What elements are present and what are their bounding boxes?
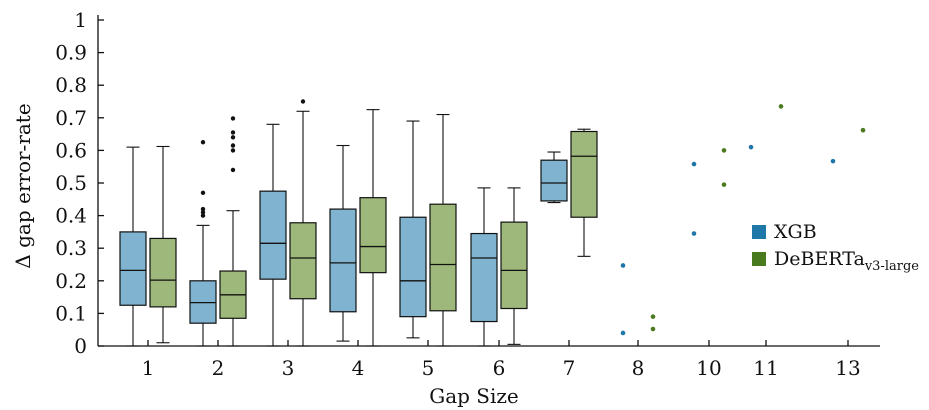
y-tick-label: 0.7: [55, 106, 87, 130]
outlier-point: [200, 213, 206, 218]
x-tick-label: 4: [352, 356, 365, 380]
box-11: [778, 104, 784, 109]
box-3: [259, 123, 287, 347]
box-10: [691, 161, 697, 236]
box-11: [748, 144, 754, 150]
box-2: [219, 116, 247, 347]
box-7: [540, 151, 568, 204]
y-tick-label: 0.2: [55, 269, 87, 293]
outlier-point: [200, 206, 206, 212]
box-13: [860, 127, 866, 133]
outlier-point: [230, 116, 236, 121]
x-axis-title: Gap Size: [429, 384, 519, 408]
y-tick-label: 0.4: [55, 204, 87, 228]
legend-item: XGB: [752, 221, 817, 243]
x-tick-label: 3: [282, 356, 295, 380]
box-4: [329, 144, 357, 342]
x-tick-label: 1: [142, 356, 155, 380]
series-deberta: [149, 99, 866, 347]
data-point: [650, 314, 656, 319]
x-tick-label: 10: [696, 356, 721, 380]
iqr-box: [540, 159, 568, 202]
data-point: [778, 104, 784, 109]
y-tick-label: 0.5: [55, 171, 87, 195]
x-tick-label: 13: [835, 356, 860, 380]
outlier-point: [230, 167, 236, 173]
y-tick-label: 0.6: [55, 138, 87, 162]
iqr-box: [259, 190, 287, 280]
box-10: [721, 148, 727, 187]
legend-swatch: [752, 225, 766, 239]
series-xgb: [119, 120, 836, 347]
x-tick-label: 2: [212, 356, 225, 380]
outlier-point: [200, 140, 206, 145]
iqr-box: [329, 208, 357, 313]
y-tick-label: 0.3: [55, 236, 87, 260]
iqr-box: [359, 197, 387, 274]
y-tick-label: 0: [74, 334, 87, 358]
iqr-box: [500, 221, 528, 310]
y-axis-title: Δ gap error-rate: [11, 103, 35, 268]
data-point: [721, 148, 727, 153]
x-tick-label: 6: [493, 356, 506, 380]
x-tick-label: 8: [632, 356, 645, 380]
iqr-box: [470, 232, 498, 323]
legend-label-main: DeBERTa: [774, 248, 865, 270]
legend-item: DeBERTav3-large: [752, 248, 919, 274]
iqr-box: [119, 231, 147, 306]
y-tick-label: 0.8: [55, 73, 87, 97]
legend-label: XGB: [774, 221, 817, 243]
legend-swatch: [752, 252, 766, 266]
outlier-point: [230, 130, 236, 135]
data-point: [830, 158, 836, 164]
data-point: [620, 330, 626, 336]
data-point: [721, 182, 727, 187]
x-tick-label: 7: [563, 356, 576, 380]
iqr-box: [149, 237, 177, 308]
outlier-point: [230, 148, 236, 153]
plot-area: [119, 99, 866, 347]
y-tick-label: 1: [74, 8, 87, 32]
box-2: [189, 140, 217, 347]
outlier-point: [200, 210, 206, 215]
data-point: [650, 326, 656, 332]
box-1: [149, 145, 177, 344]
legend-label: DeBERTav3-large: [774, 248, 919, 274]
data-point: [860, 127, 866, 133]
y-tick-label: 0.1: [55, 301, 87, 325]
x-tick-label: 5: [422, 356, 435, 380]
x-tick-label: 11: [753, 356, 778, 380]
data-point: [691, 231, 697, 236]
outlier-point: [200, 190, 206, 195]
data-point: [620, 263, 626, 268]
legend-label-subscript: v3-large: [864, 259, 919, 274]
box-7: [570, 128, 598, 257]
box-6: [500, 187, 528, 345]
box-5: [429, 113, 457, 347]
box-6: [470, 187, 498, 347]
outlier-point: [230, 135, 236, 140]
box-1: [119, 146, 147, 347]
iqr-box: [570, 130, 598, 218]
iqr-box: [399, 216, 427, 318]
legend: XGB DeBERTav3-large: [752, 221, 919, 274]
box-8: [650, 314, 656, 332]
legend-label-main: XGB: [774, 221, 817, 243]
iqr-box: [289, 222, 317, 300]
y-axis-ticks: 0 0.1 0.2 0.3 0.4 0.5 0.6 0.7 0.8 0.9 1: [55, 8, 104, 358]
data-point: [748, 144, 754, 150]
iqr-box: [429, 203, 457, 312]
data-point: [691, 161, 697, 167]
y-tick-label: 0.9: [55, 41, 87, 65]
box-13: [830, 158, 836, 164]
outlier-point: [230, 143, 236, 148]
box-4: [359, 109, 387, 347]
box-3: [289, 99, 317, 347]
x-axis-ticks: 1 2 3 4 5 6 7 8 10 11 13: [142, 340, 861, 380]
outlier-point: [300, 99, 306, 104]
box-5: [399, 120, 427, 339]
box-8: [620, 263, 626, 336]
iqr-box: [189, 280, 217, 324]
